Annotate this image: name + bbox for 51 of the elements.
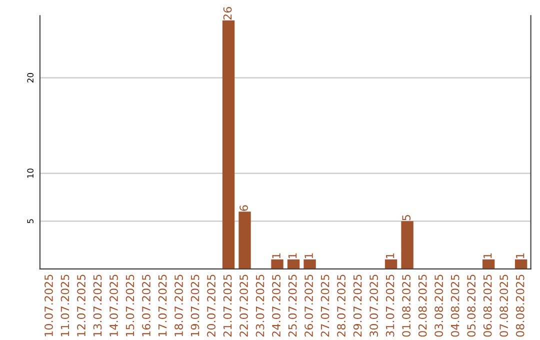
x-tick-label: 03.08.2025 [434, 274, 444, 337]
x-tick-label: 27.07.2025 [320, 274, 330, 337]
data-label: 5 [402, 215, 411, 220]
x-tick-label: 10.07.2025 [44, 274, 53, 336]
data-label: 1 [484, 253, 492, 258]
x-tick-label: 28.07.2025 [337, 274, 346, 337]
x-tick-label: 23.07.2025 [256, 274, 264, 337]
x-tick-label: 31.07.2025 [386, 274, 394, 337]
bar [384, 259, 398, 269]
x-tick-label: 08.08.2025 [516, 274, 524, 337]
x-tick-label: 17.07.2025 [158, 274, 167, 336]
x-tick-label: 21.07.2025 [223, 274, 232, 337]
x-tick-label: 15.07.2025 [126, 274, 134, 336]
bar [271, 259, 284, 269]
bar [514, 259, 528, 269]
x-tick-label: 26.07.2025 [304, 274, 313, 337]
bar [401, 221, 414, 269]
data-label: 1 [386, 253, 394, 258]
x-tick-label: 06.08.2025 [483, 274, 492, 337]
x-tick-label: 16.07.2025 [142, 274, 150, 336]
bar [238, 212, 251, 269]
x-tick-label: 02.08.2025 [418, 274, 427, 337]
x-tick-label: 24.07.2025 [272, 274, 280, 337]
x-tick-label: 07.08.2025 [500, 274, 508, 337]
x-tick-label: 25.07.2025 [288, 274, 297, 337]
bar [222, 20, 235, 269]
x-tick-label: 01.08.2025 [402, 274, 411, 337]
data-label: 1 [272, 253, 280, 258]
y-tick-label: 10 [27, 168, 34, 178]
data-label: 1 [304, 253, 313, 258]
bar [287, 259, 300, 269]
x-tick-label: 11.07.2025 [60, 274, 70, 336]
bar [304, 259, 316, 269]
x-tick-label: 04.08.2025 [450, 274, 460, 337]
data-label: 26 [223, 6, 232, 20]
bar [482, 259, 495, 269]
x-tick-label: 14.07.2025 [110, 274, 118, 336]
x-tick-label: 12.07.2025 [77, 274, 86, 336]
data-label: 6 [240, 205, 248, 211]
y-tick-label: 20 [27, 73, 34, 82]
x-tick-label: 29.07.2025 [353, 274, 362, 337]
x-tick-label: 13.07.2025 [93, 274, 102, 336]
x-tick-label: 22.07.2025 [240, 274, 248, 337]
x-tick-label: 20.07.2025 [207, 274, 216, 337]
data-label: 1 [516, 253, 524, 258]
x-tick-label: 19.07.2025 [190, 274, 200, 336]
data-label: 1 [288, 253, 297, 258]
x-tick-label: 18.07.2025 [174, 274, 183, 336]
y-tick-label: 5 [27, 219, 34, 224]
x-tick-label: 05.08.2025 [467, 274, 476, 337]
x-tick-label: 30.07.2025 [370, 274, 378, 337]
